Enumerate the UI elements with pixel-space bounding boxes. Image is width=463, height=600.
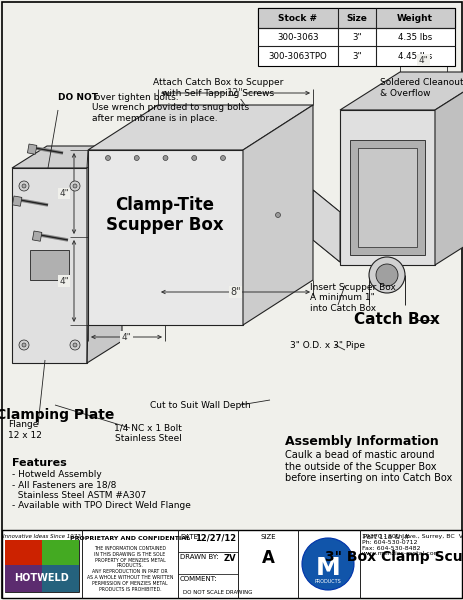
Circle shape — [70, 181, 80, 191]
Circle shape — [70, 340, 80, 350]
Bar — [32, 231, 42, 241]
Text: DO NOT: DO NOT — [58, 93, 98, 102]
Text: - Hotweld Assembly
- All Fasteners are 18/8
  Stainless Steel ASTM #A307
- Avail: - Hotweld Assembly - All Fasteners are 1… — [12, 470, 190, 510]
Text: 1/4 NC x 1 Bolt
Stainless Steel: 1/4 NC x 1 Bolt Stainless Steel — [114, 423, 181, 443]
Text: DATE:: DATE: — [180, 534, 200, 540]
Text: 12/27/12: 12/27/12 — [194, 534, 236, 543]
Text: Weight: Weight — [396, 14, 432, 23]
Polygon shape — [88, 150, 243, 325]
Circle shape — [105, 155, 110, 161]
Polygon shape — [88, 105, 313, 150]
Text: A: A — [261, 549, 274, 567]
Text: HOTWELD: HOTWELD — [15, 573, 69, 583]
Circle shape — [301, 538, 353, 590]
Text: PRODUCTS: PRODUCTS — [314, 580, 341, 584]
Text: SIZE: SIZE — [260, 534, 275, 540]
Text: over tighten bolts.
Use wrench provided to snug bolts
after membrane is in place: over tighten bolts. Use wrench provided … — [92, 93, 249, 123]
Text: 4": 4" — [121, 332, 131, 341]
Circle shape — [375, 264, 397, 286]
Text: 4": 4" — [59, 189, 69, 198]
Text: Attach Catch Box to Scupper
with Self Tapping Screws: Attach Catch Box to Scupper with Self Ta… — [152, 79, 282, 98]
Bar — [2, 530, 461, 598]
Text: 4.35 lbs: 4.35 lbs — [397, 32, 431, 41]
Circle shape — [73, 184, 77, 188]
Circle shape — [19, 340, 29, 350]
Polygon shape — [243, 105, 313, 325]
Text: Caulk a bead of mastic around
the outside of the Scupper Box
before inserting on: Caulk a bead of mastic around the outsid… — [284, 450, 451, 483]
Circle shape — [191, 155, 196, 161]
Circle shape — [368, 257, 404, 293]
Text: 12": 12" — [226, 88, 244, 98]
Text: 4": 4" — [59, 277, 69, 286]
Circle shape — [220, 155, 225, 161]
Text: Features: Features — [12, 458, 67, 468]
Polygon shape — [339, 110, 434, 265]
Bar — [257, 8, 454, 28]
Text: 300-3063: 300-3063 — [276, 32, 318, 41]
Circle shape — [163, 155, 168, 161]
Text: ZV: ZV — [223, 554, 236, 563]
Text: 3": 3" — [351, 52, 361, 61]
Polygon shape — [339, 72, 463, 110]
Bar — [257, 8, 454, 66]
Text: Catch Box: Catch Box — [353, 313, 439, 328]
Bar — [5, 540, 79, 592]
Circle shape — [22, 184, 26, 188]
Text: Clamping Plate: Clamping Plate — [0, 408, 114, 422]
Text: Part 11a & J#: Part 11a & J# — [362, 534, 409, 540]
Text: 300-3063TPO: 300-3063TPO — [268, 52, 327, 61]
Text: Assembly Information: Assembly Information — [284, 435, 438, 448]
Polygon shape — [349, 140, 424, 255]
Text: 4.45 lbs: 4.45 lbs — [397, 52, 431, 61]
Bar — [42, 540, 79, 592]
Text: Size: Size — [346, 14, 367, 23]
Circle shape — [134, 155, 139, 161]
Text: 4": 4" — [418, 56, 427, 65]
Polygon shape — [12, 146, 122, 168]
Text: 19370 - 80th Ave., Surrey, BC  V3S 3M2
Ph: 604-530-0712
Fax: 604-530-8482
www.me: 19370 - 80th Ave., Surrey, BC V3S 3M2 Ph… — [361, 534, 463, 556]
Circle shape — [275, 212, 280, 217]
Polygon shape — [313, 190, 339, 262]
Text: Insert Scupper Box
A minimum 1"
into Catch Box: Insert Scupper Box A minimum 1" into Cat… — [309, 283, 395, 313]
Text: Stock #: Stock # — [278, 14, 317, 23]
Polygon shape — [12, 168, 87, 363]
Text: Flange
12 x 12: Flange 12 x 12 — [8, 420, 42, 440]
Polygon shape — [30, 250, 69, 280]
Text: DO NOT SCALE DRAWING: DO NOT SCALE DRAWING — [183, 590, 252, 595]
Text: 3": 3" — [351, 32, 361, 41]
Text: 3" O.D. x 3" Pipe: 3" O.D. x 3" Pipe — [289, 340, 364, 349]
Text: 8": 8" — [230, 287, 240, 297]
Text: M: M — [315, 556, 340, 580]
Text: THE INFORMATION CONTAINED
IN THIS DRAWING IS THE SOLE
PROPERTY OF MENZIES METAL
: THE INFORMATION CONTAINED IN THIS DRAWIN… — [87, 546, 173, 592]
Text: 3" Box Clamp Scupper: 3" Box Clamp Scupper — [325, 550, 463, 564]
Text: Cut to Suit Wall Depth: Cut to Suit Wall Depth — [150, 401, 250, 409]
Polygon shape — [357, 148, 416, 247]
Text: PROPRIETARY AND CONFIDENTIAL: PROPRIETARY AND CONFIDENTIAL — [70, 536, 190, 541]
Circle shape — [19, 181, 29, 191]
Bar — [27, 144, 37, 154]
Bar — [5, 565, 79, 592]
Text: Innovative Ideas Since 1972: Innovative Ideas Since 1972 — [3, 534, 81, 539]
Polygon shape — [87, 146, 122, 363]
Polygon shape — [434, 72, 463, 265]
Text: Clamp-Tite
Scupper Box: Clamp-Tite Scupper Box — [106, 196, 223, 235]
Bar — [13, 196, 22, 206]
Circle shape — [22, 343, 26, 347]
Text: DRAWN BY:: DRAWN BY: — [180, 554, 218, 560]
Text: COMMENT:: COMMENT: — [180, 576, 217, 582]
Bar — [5, 540, 42, 592]
Circle shape — [73, 343, 77, 347]
Text: Soldered Cleanout
& Overflow: Soldered Cleanout & Overflow — [379, 79, 463, 98]
